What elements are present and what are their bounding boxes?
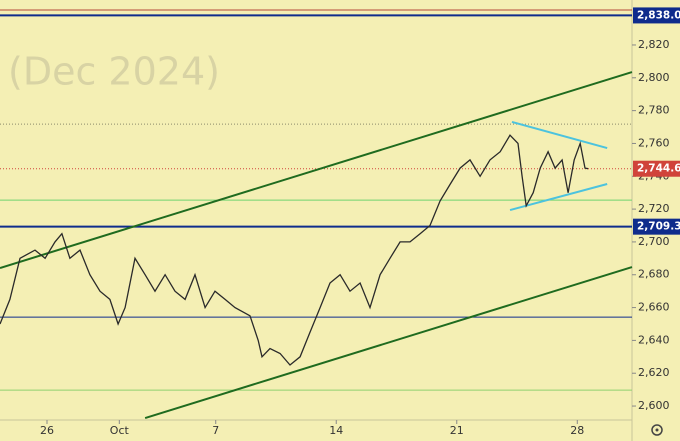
x-tick-label: 14	[329, 424, 343, 437]
y-tick-label: 2,760	[638, 136, 670, 149]
y-tick-label: 2,600	[638, 399, 670, 412]
y-tick-label: 2,720	[638, 202, 670, 215]
trend-line	[511, 120, 608, 150]
trend-line	[144, 266, 633, 419]
settings-icon[interactable]	[651, 424, 663, 436]
x-tick-label: 21	[450, 424, 464, 437]
x-tick-label: 26	[40, 424, 54, 437]
y-tick-label: 2,660	[638, 301, 670, 314]
y-tick-label: 2,820	[638, 38, 670, 51]
price-badge	[633, 218, 680, 235]
y-tick-label: 2,700	[638, 235, 670, 248]
y-tick-label: 2,800	[638, 71, 670, 84]
price-badge-label: 2,744.6	[637, 163, 680, 175]
y-tick-label: 2,620	[638, 366, 670, 379]
y-tick-label: 2,680	[638, 268, 670, 281]
price-badge	[633, 7, 680, 24]
y-tick-label: 2,640	[638, 333, 670, 346]
watermark: (Dec 2024)	[8, 50, 220, 94]
x-tick-label: 28	[570, 424, 584, 437]
x-axis-area	[0, 420, 632, 441]
x-tick-label: 7	[212, 424, 219, 437]
price-badge-label: 2,838.0	[637, 9, 680, 21]
x-tick-label: Oct	[110, 424, 130, 437]
price-line	[0, 134, 589, 366]
price-badge	[633, 160, 680, 177]
y-tick-label: 2,780	[638, 104, 670, 117]
trend-line	[0, 71, 633, 269]
price-badge-label: 2,709.3	[637, 221, 680, 233]
